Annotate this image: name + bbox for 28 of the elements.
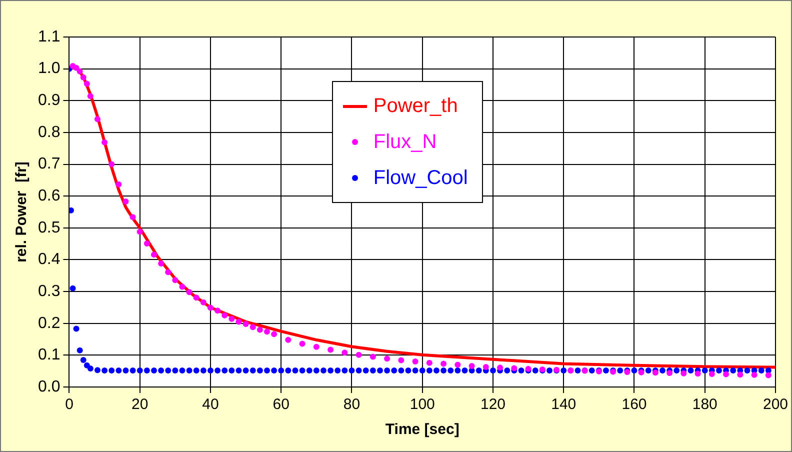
x-tick-label: 40 [202,396,219,414]
y-tick-label: 0.7 [38,156,60,173]
x-tick-label: 180 [692,396,718,414]
x-tick-label: 80 [343,396,360,414]
y-tick-label: 0.0 [38,378,60,396]
x-tick-label: 200 [762,396,788,414]
y-tick-label: 0.3 [38,282,60,300]
x-tick-label: 160 [622,396,647,414]
legend-label: Flux_N [373,130,437,154]
y-tick-label: 0.1 [38,346,60,364]
y-tick-label: 0.4 [38,251,60,268]
y-tick-label: 0.5 [38,219,60,236]
x-tick-label: 20 [132,396,148,414]
x-tick-label: 100 [410,396,435,414]
y-axis-title: rel. Power [fr] [13,162,30,262]
y-tick-label: 0.2 [38,314,60,332]
legend-label: Flow_Cool [373,166,468,190]
x-tick-label: 0 [65,396,74,414]
y-tick-label: 0.9 [38,92,60,110]
x-tick-label: 60 [272,396,290,414]
y-tick-label: 0.6 [38,187,60,204]
y-tick-label: 1.0 [38,60,60,78]
x-tick-label: 140 [551,396,576,414]
y-tick-label: 0.8 [38,124,60,141]
y-tick-label: 1.1 [38,28,60,46]
x-axis-title: Time [sec] [385,421,460,438]
legend-label: Power_th [373,94,458,118]
x-tick-label: 120 [480,396,506,414]
